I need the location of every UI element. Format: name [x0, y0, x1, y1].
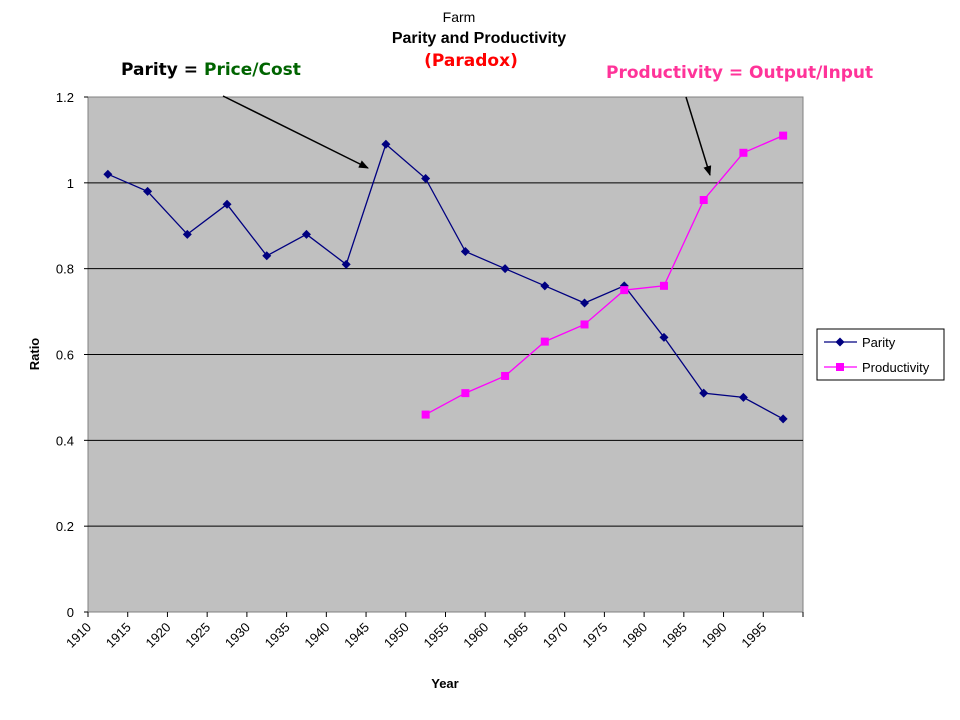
x-tick-label: 1915 — [103, 620, 134, 651]
x-tick-label: 1940 — [301, 620, 332, 651]
legend-label-parity: Parity — [862, 335, 896, 350]
productivity-point — [659, 281, 668, 290]
x-axis-tick-labels: 1910 1915 1920 1925 1930 1935 1940 1945 1950 1955… — [63, 612, 804, 651]
legend-label-productivity: Productivity — [862, 360, 930, 375]
y-tick-label: 0.6 — [56, 348, 74, 363]
x-tick-label: 1975 — [579, 620, 610, 651]
chart-subtitle: (Paradox) — [424, 51, 518, 71]
parity-point — [421, 174, 431, 184]
y-tick-label: 1.2 — [56, 90, 74, 105]
parity-point — [143, 186, 153, 196]
x-tick-label: 1985 — [659, 620, 690, 651]
x-tick-label: 1925 — [182, 620, 213, 651]
parity-point — [301, 229, 311, 239]
parity-point — [500, 264, 510, 274]
productivity-line — [425, 135, 784, 416]
parity-annotation-arrow — [222, 95, 369, 169]
y-axis-tick-labels: 0 0.2 0.4 0.6 0.8 1 1.2 — [56, 90, 74, 620]
productivity-point — [540, 337, 549, 346]
y-tick-label: 1 — [67, 176, 74, 191]
parity-point — [659, 332, 669, 342]
parity-annotation-formula: Price/Cost — [204, 60, 301, 80]
productivity-point — [739, 148, 748, 157]
y-axis-title: Ratio — [27, 338, 42, 371]
chart-title: Parity and Productivity — [392, 30, 566, 47]
x-tick-label: 1960 — [460, 620, 491, 651]
x-tick-label: 1910 — [63, 620, 94, 651]
productivity-annotation: Productivity = Output/Input — [606, 63, 873, 83]
parity-point — [182, 229, 192, 239]
x-tick-label: 1980 — [619, 620, 650, 651]
parity-line — [107, 143, 784, 420]
x-tick-label: 1965 — [500, 620, 531, 651]
x-tick-label: 1945 — [341, 620, 372, 651]
productivity-point — [779, 131, 788, 140]
series-parity — [103, 139, 788, 424]
y-tick-label: 0.2 — [56, 519, 74, 534]
parity-point — [262, 251, 272, 261]
legend: Parity Productivity — [816, 328, 945, 381]
parity-annotation-label: Parity = — [121, 60, 204, 80]
productivity-point — [580, 320, 589, 329]
x-axis-title: Year — [431, 676, 458, 691]
parity-point — [580, 298, 590, 308]
productivity-point — [620, 286, 629, 295]
x-tick-label: 1970 — [540, 620, 571, 651]
legend-marker-parity — [835, 337, 845, 347]
x-tick-label: 1920 — [143, 620, 174, 651]
parity-point — [341, 259, 351, 269]
legend-marker-productivity — [836, 363, 844, 371]
x-tick-label: 1955 — [421, 620, 452, 651]
chart-supertitle: Farm — [443, 9, 476, 25]
parity-point — [460, 247, 470, 256]
parity-point — [103, 169, 113, 179]
y-tick-label: 0 — [67, 605, 74, 620]
legend-box — [816, 328, 945, 381]
productivity-annotation-arrow — [685, 96, 712, 176]
productivity-point — [461, 389, 470, 398]
gridlines — [84, 96, 803, 613]
parity-annotation: Parity = Price/Cost — [121, 60, 301, 80]
productivity-point — [501, 371, 510, 380]
y-tick-label: 0.4 — [56, 433, 74, 448]
x-tick-label: 1990 — [699, 620, 730, 651]
legend-items: Parity Productivity — [824, 335, 930, 375]
productivity-point — [699, 196, 708, 204]
parity-point — [738, 392, 748, 402]
y-tick-label: 0.8 — [56, 262, 74, 277]
series-layer — [103, 131, 788, 424]
parity-point — [699, 388, 709, 398]
x-tick-label: 1935 — [262, 620, 293, 651]
x-tick-label: 1950 — [381, 620, 412, 651]
productivity-point — [421, 410, 430, 419]
series-productivity — [421, 131, 788, 419]
parity-point — [540, 281, 550, 291]
x-tick-label: 1930 — [222, 620, 253, 651]
parity-point — [222, 199, 232, 209]
parity-point — [778, 414, 788, 424]
x-tick-label: 1995 — [738, 620, 769, 651]
parity-point — [381, 139, 391, 149]
